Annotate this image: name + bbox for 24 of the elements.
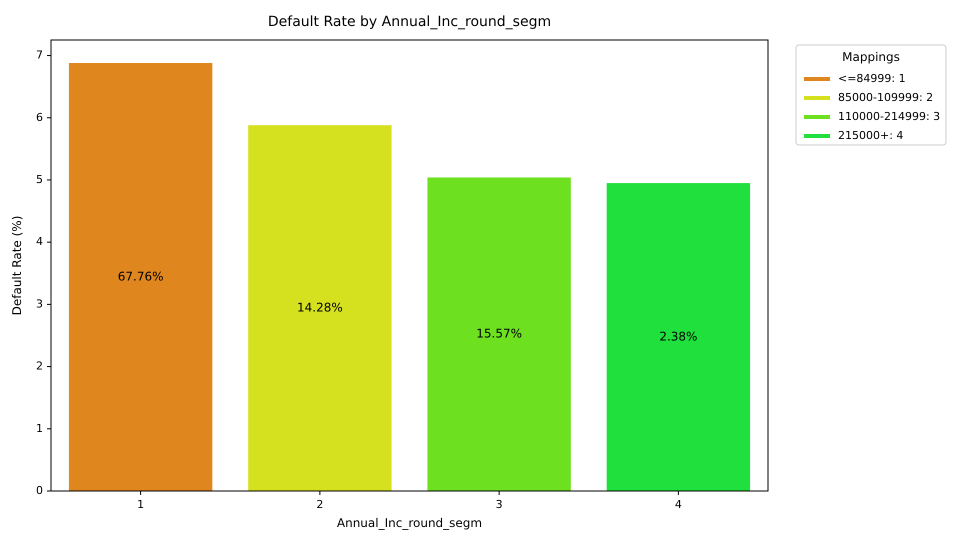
annotation: 15.57% — [476, 326, 522, 341]
x-axis-title: Annual_Inc_round_segm — [336, 516, 482, 530]
y-tick-label: 1 — [36, 422, 43, 435]
y-tick-label: 5 — [36, 172, 43, 186]
x-tick-label: 3 — [496, 498, 503, 511]
x-tick-label: 4 — [674, 498, 682, 511]
legend-label: 85000-109999: 2 — [838, 91, 934, 104]
annotation: 2.38% — [659, 329, 698, 344]
x-tick-label: 2 — [316, 498, 324, 511]
legend-title: Mappings — [842, 50, 900, 64]
y-tick-label: 6 — [36, 110, 43, 124]
legend-label: 215000+: 4 — [838, 129, 904, 142]
y-tick-label: 2 — [36, 360, 43, 373]
y-axis-title: Default Rate (%) — [10, 216, 24, 316]
y-tick-label: 0 — [36, 484, 43, 498]
annotation: 67.76% — [118, 269, 164, 284]
x-tick-label: 1 — [137, 498, 144, 511]
y-tick-label: 7 — [36, 48, 43, 62]
legend-label: 110000-214999: 3 — [838, 110, 940, 124]
y-tick-label: 3 — [36, 297, 43, 310]
annotation: 14.28% — [296, 300, 343, 314]
legend-label: <=84999: 1 — [838, 72, 906, 86]
chart-title: Default Rate by Annual_Inc_round_segm — [268, 14, 552, 30]
y-tick-label: 4 — [36, 235, 43, 248]
